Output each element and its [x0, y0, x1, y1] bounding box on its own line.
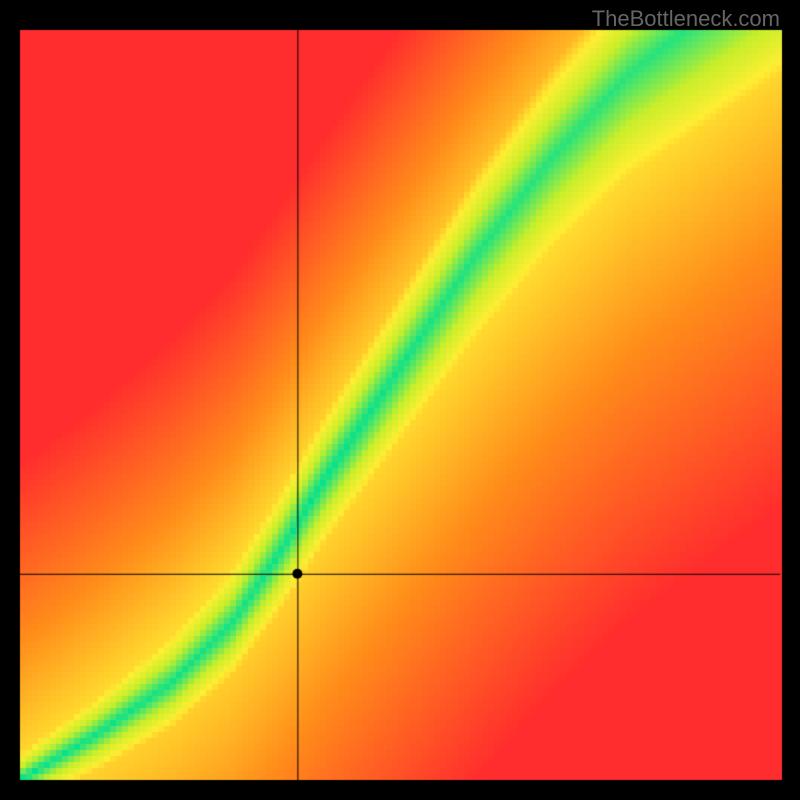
watermark-text: TheBottleneck.com: [592, 6, 780, 32]
heatmap-canvas: [0, 0, 800, 800]
chart-container: TheBottleneck.com: [0, 0, 800, 800]
